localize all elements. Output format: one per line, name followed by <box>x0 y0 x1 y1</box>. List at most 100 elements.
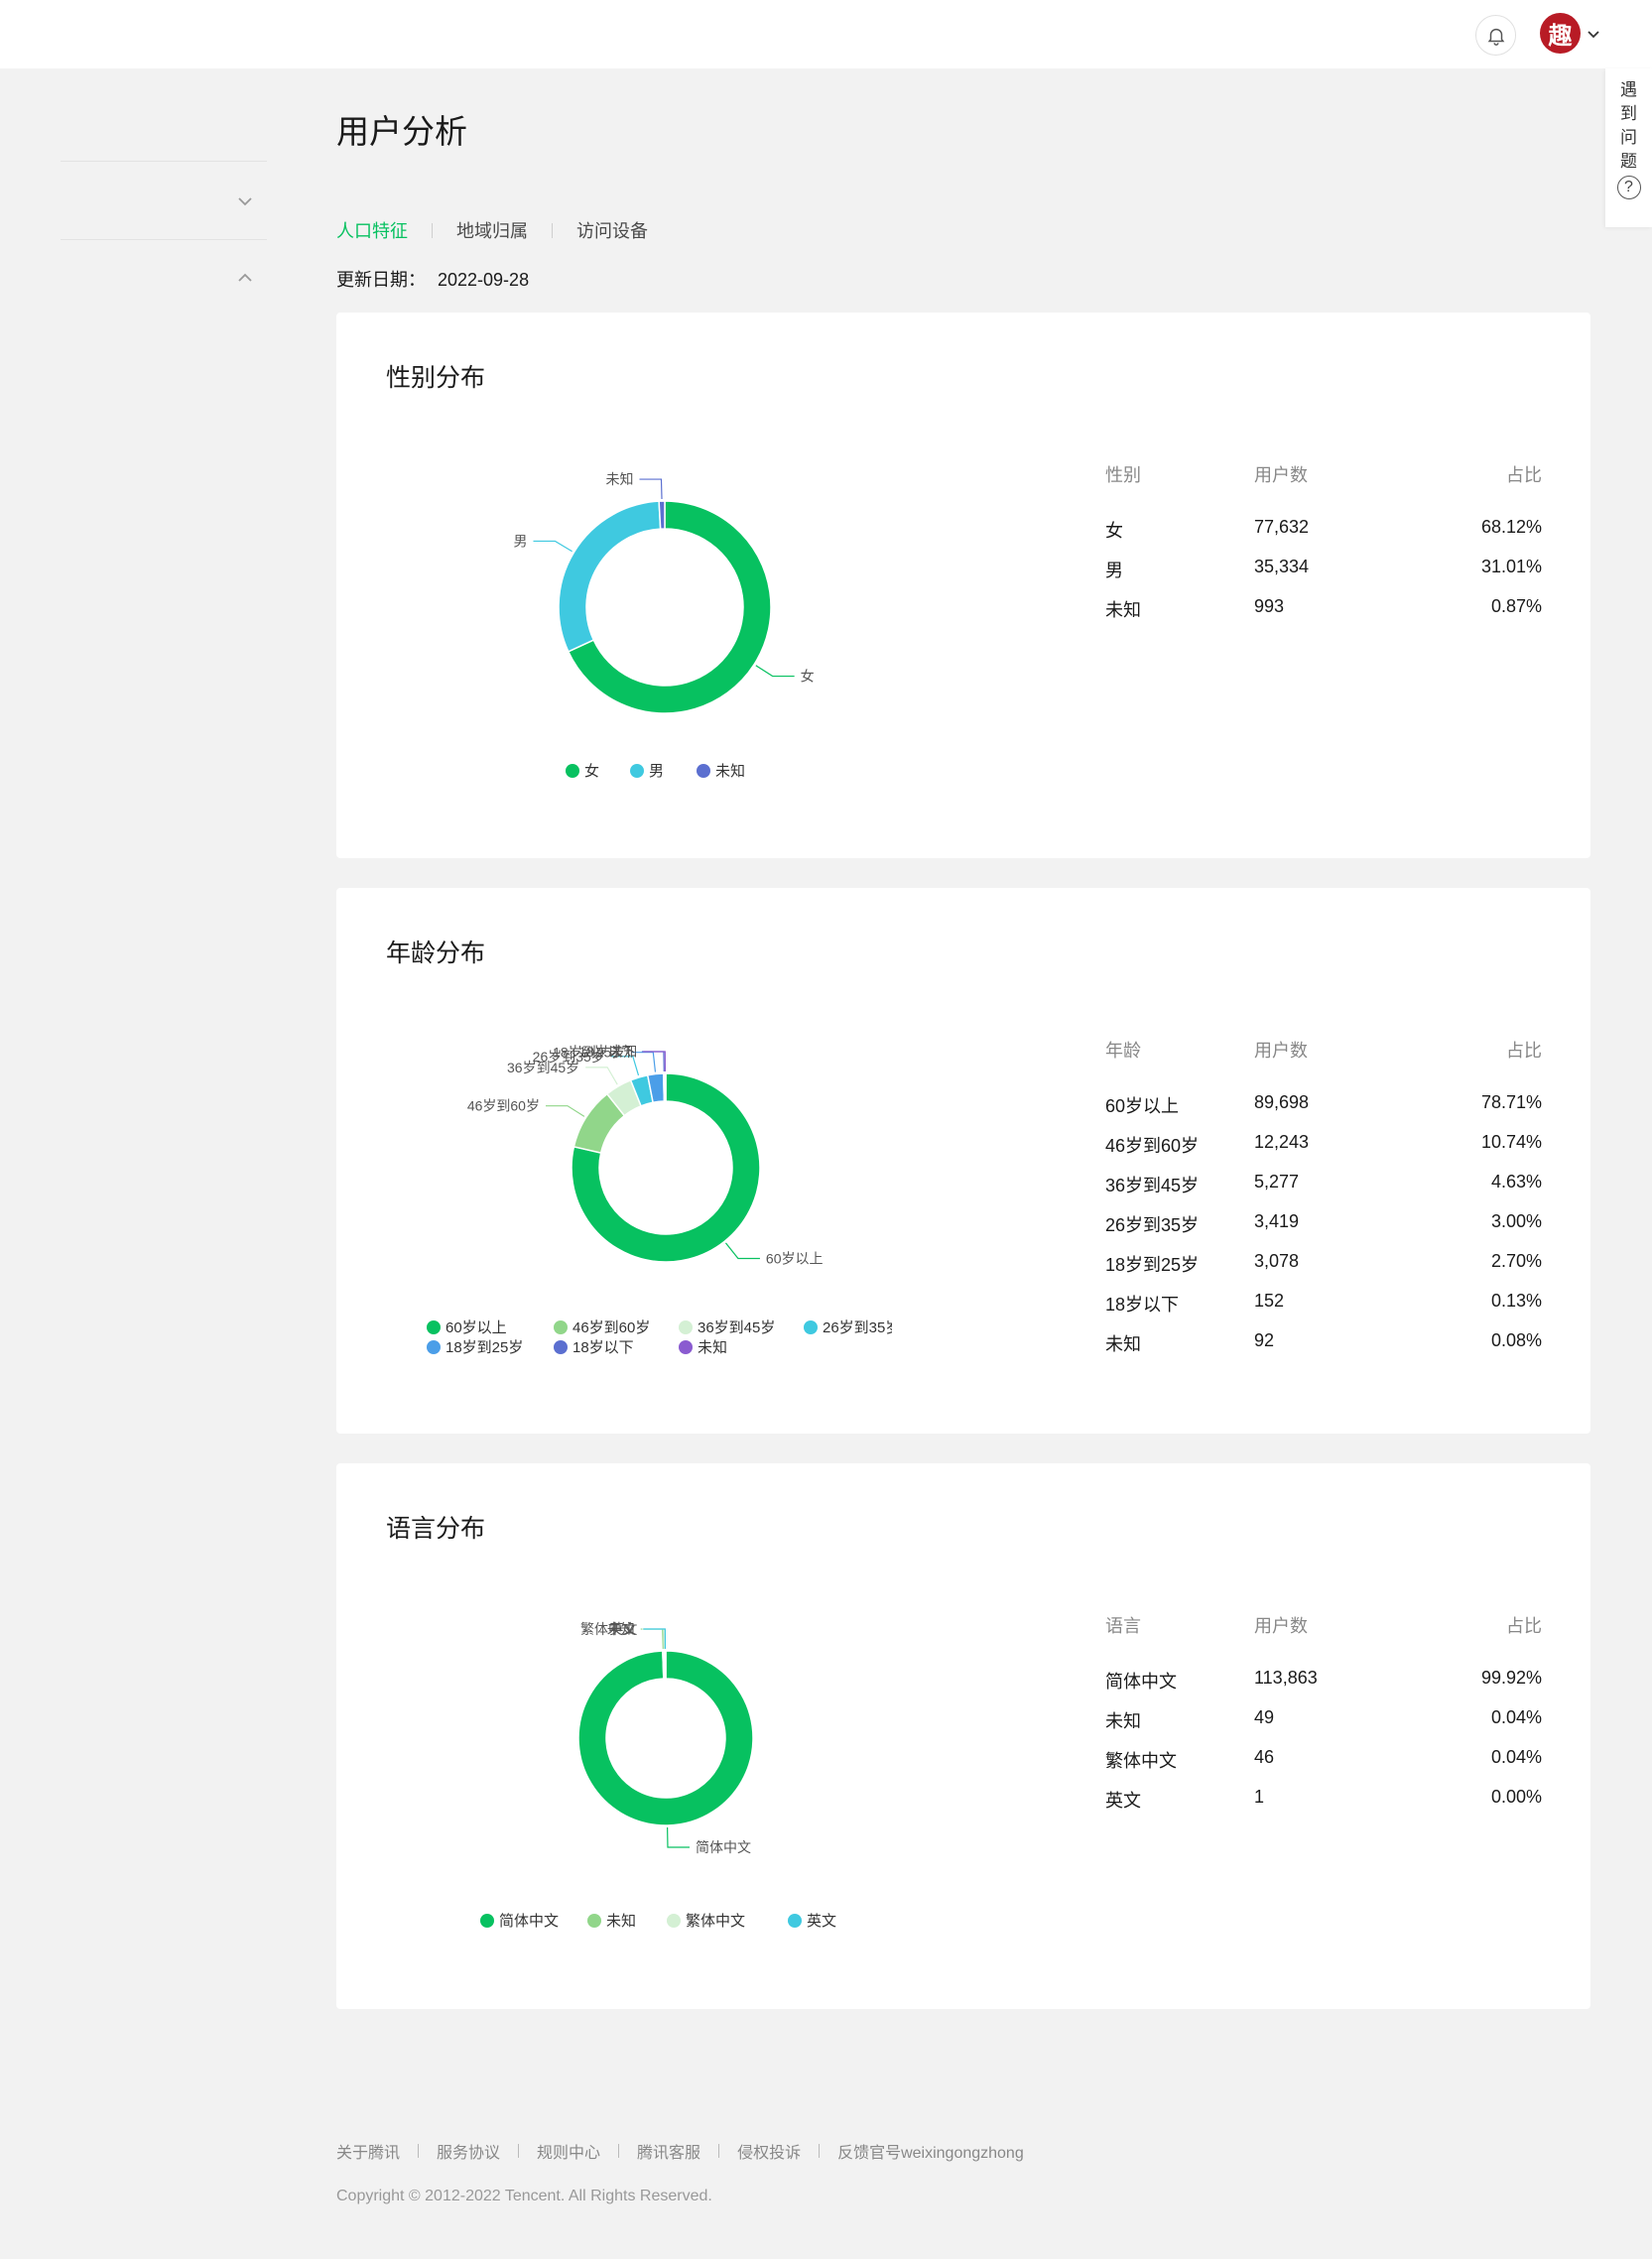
tab-device[interactable]: 访问设备 <box>576 221 648 241</box>
chevron-up-icon[interactable] <box>235 268 255 288</box>
table-cell: 46岁到60岁 <box>1105 1136 1200 1156</box>
avatar[interactable]: 趣 <box>1540 13 1581 54</box>
language-card: 语言分布 简体中文 未知 繁体中文 英文 简体中文 未知 繁体中文 英文 语言 用户数 占比 … <box>336 1463 1590 2009</box>
tab-region[interactable]: 地域归属 <box>456 221 528 241</box>
question-icon[interactable]: ? <box>1616 176 1641 199</box>
table-header: 语言 <box>1105 1616 1141 1636</box>
callout-line <box>643 1628 667 1650</box>
callout-line <box>639 478 663 500</box>
legend-label[interactable]: 简体中文 <box>499 1913 559 1930</box>
donut-slice-0[interactable] <box>567 500 772 714</box>
donut-slice-2[interactable] <box>658 500 666 530</box>
table-cell: 英文 <box>1105 1791 1141 1811</box>
legend-swatch <box>697 764 710 778</box>
table-cell: 0.13% <box>1490 1291 1542 1311</box>
card-title: 语言分布 <box>386 1515 486 1543</box>
table-cell: 10.74% <box>1480 1132 1542 1152</box>
slice-label: 女 <box>801 669 815 685</box>
help-label-char: 问 <box>1620 128 1637 147</box>
tab-bar: 人口特征 地域归属 访问设备 <box>336 217 648 243</box>
table-cell: 60岁以上 <box>1105 1096 1180 1116</box>
table-cell: 26岁到35岁 <box>1105 1215 1200 1235</box>
gender-donut-chart: 女男未知女男未知 <box>513 471 815 780</box>
legend-swatch <box>480 1914 494 1928</box>
table-cell: 未知 <box>1105 1711 1141 1731</box>
table-cell: 18岁到25岁 <box>1105 1255 1200 1275</box>
footer-link[interactable]: 关于腾讯 <box>336 2145 401 2162</box>
table-row: 46岁到60岁 12,243 10.74% <box>1105 1132 1542 1172</box>
notification-bell-icon[interactable] <box>1475 15 1516 56</box>
tab-demographics[interactable]: 人口特征 <box>336 221 408 241</box>
table-cell: 繁体中文 <box>1105 1751 1177 1771</box>
legend-label[interactable]: 18岁到25岁 <box>445 1339 523 1356</box>
callout-line <box>640 1628 664 1650</box>
legend-swatch <box>679 1320 693 1334</box>
legend-label[interactable]: 未知 <box>698 1339 727 1356</box>
legend-swatch <box>427 1340 441 1354</box>
table-cell: 49 <box>1254 1707 1275 1727</box>
legend-label[interactable]: 18岁以下 <box>572 1339 634 1356</box>
gender-table: 性别 用户数 占比 女 77,632 68.12% 男 35,334 31.01… <box>1105 461 1542 636</box>
table-cell: 78.71% <box>1480 1092 1542 1112</box>
donut-slice-1[interactable] <box>558 500 662 653</box>
table-row: 女 77,632 68.12% <box>1105 517 1542 557</box>
legend-label[interactable]: 英文 <box>807 1912 836 1930</box>
table-row: 未知 49 0.04% <box>1105 1707 1542 1747</box>
slice-label: 26岁到35岁 <box>533 1049 605 1065</box>
legend-label[interactable]: 46岁到60岁 <box>572 1319 650 1336</box>
top-bar: 趣 <box>0 0 1652 68</box>
table-row: 简体中文 113,863 99.92% <box>1105 1668 1542 1707</box>
callout-line <box>642 1628 665 1650</box>
help-label-char: 题 <box>1620 152 1637 171</box>
donut-slice-0[interactable] <box>577 1650 754 1826</box>
table-cell: 31.01% <box>1480 557 1542 576</box>
slice-label: 18岁以下 <box>578 1044 636 1060</box>
legend-label[interactable]: 女 <box>584 762 599 780</box>
footer-divider <box>418 2144 420 2158</box>
legend-label[interactable]: 繁体中文 <box>686 1913 745 1930</box>
callout-line <box>610 1056 640 1076</box>
table-header: 年龄 <box>1105 1041 1141 1061</box>
legend-swatch <box>804 1320 818 1334</box>
update-date-row: 更新日期： 2022-09-28 <box>336 266 529 292</box>
callout-line <box>667 1826 690 1848</box>
age-card: 年龄分布 60岁以上 46岁到60岁 36岁到45岁 26岁到35岁 18岁到25岁 18… <box>336 888 1590 1434</box>
table-header: 性别 <box>1105 465 1141 485</box>
chevron-down-icon[interactable] <box>1586 26 1601 42</box>
donut-slice-0[interactable] <box>571 1072 761 1263</box>
legend-swatch <box>667 1914 681 1928</box>
table-cell: 68.12% <box>1480 517 1542 537</box>
legend-swatch <box>587 1914 601 1928</box>
legend-label[interactable]: 36岁到45岁 <box>698 1319 775 1336</box>
donut-slice-6[interactable] <box>664 1072 667 1102</box>
legend-swatch <box>566 764 579 778</box>
age-donut-chart: 60岁以上46岁到60岁36岁到45岁26岁到35岁18岁到25岁18岁以下未知… <box>427 1044 892 1356</box>
table-cell: 77,632 <box>1254 517 1310 537</box>
callout-line <box>643 1051 667 1072</box>
legend-swatch <box>788 1914 802 1928</box>
footer-link[interactable]: 侵权投诉 <box>737 2145 802 2162</box>
donut-slice-3[interactable] <box>664 1650 667 1680</box>
footer-link[interactable]: 服务协议 <box>437 2145 501 2162</box>
help-label-char: 遇 <box>1620 80 1637 99</box>
chevron-down-icon[interactable] <box>235 191 255 211</box>
table-cell: 未知 <box>1105 600 1141 620</box>
table-cell: 35,334 <box>1254 557 1310 576</box>
sidebar-divider <box>61 239 267 240</box>
legend-label[interactable]: 男 <box>649 763 664 780</box>
table-row: 60岁以上 89,698 78.71% <box>1105 1092 1542 1132</box>
footer-divider <box>718 2144 720 2158</box>
help-tab[interactable]: 遇 到 问 题 ? <box>1605 68 1652 227</box>
legend-swatch <box>679 1340 693 1354</box>
table-header: 用户数 <box>1254 1041 1308 1061</box>
table-cell: 2.70% <box>1490 1251 1542 1271</box>
footer-link[interactable]: 规则中心 <box>537 2145 601 2162</box>
legend-label[interactable]: 未知 <box>715 763 745 780</box>
footer-link[interactable]: 腾讯客服 <box>637 2145 701 2162</box>
legend-label[interactable]: 未知 <box>606 1913 636 1930</box>
legend-label[interactable]: 26岁到35岁 <box>823 1319 892 1336</box>
slice-label: 46岁到60岁 <box>467 1098 540 1114</box>
legend-label[interactable]: 60岁以上 <box>445 1319 507 1336</box>
table-cell: 0.04% <box>1490 1707 1542 1727</box>
footer-link[interactable]: 反馈官号weixingongzhong <box>837 2145 1024 2162</box>
